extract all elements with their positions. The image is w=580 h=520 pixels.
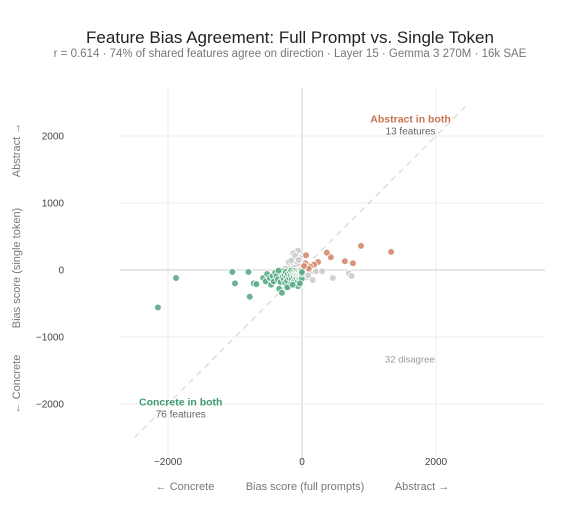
- data-point-abstract: [300, 262, 308, 270]
- data-point-concrete: [228, 268, 237, 276]
- data-point-concrete: [288, 280, 297, 289]
- data-point-abstract: [349, 259, 357, 268]
- chart-subtitle: r = 0.614 · 74% of shared features agree…: [53, 48, 527, 60]
- data-point-disagree: [347, 272, 356, 280]
- y-tick-label: −1000: [36, 333, 65, 344]
- data-point-concrete: [245, 292, 254, 301]
- y-tick-label: 2000: [42, 132, 65, 143]
- abstract-both-label: Abstract in both: [370, 114, 451, 126]
- data-point-concrete: [244, 268, 253, 276]
- data-point-concrete: [252, 280, 261, 288]
- data-point-concrete: [154, 303, 162, 312]
- x-tick-label: 0: [299, 457, 305, 468]
- y-tick-label: −2000: [36, 400, 65, 411]
- y-axis-title: Bias score (single token): [11, 208, 23, 328]
- data-point-abstract: [302, 251, 310, 260]
- y-tick-label: 1000: [42, 199, 65, 210]
- data-point-concrete: [172, 274, 180, 282]
- chart-title: Feature Bias Agreement: Full Prompt vs. …: [86, 28, 494, 47]
- concrete-both-count: 76 features: [156, 409, 206, 420]
- x-tick-label: 2000: [425, 457, 448, 468]
- data-point-concrete: [296, 279, 304, 288]
- data-point-concrete: [278, 288, 286, 297]
- concrete-both-label: Concrete in both: [139, 396, 222, 408]
- data-point-disagree: [294, 256, 303, 264]
- data-point-disagree: [329, 274, 337, 282]
- tick-labels: −2000 0 2000 −2000 −1000 0 1000 2000: [36, 132, 448, 469]
- x-tick-label: −2000: [154, 457, 183, 468]
- abstract-both-count: 13 features: [386, 127, 436, 138]
- data-point-disagree: [287, 256, 296, 265]
- y-axis-abstract-label: Abstract →: [11, 123, 23, 177]
- y-tick-label: 0: [58, 266, 64, 277]
- data-point-concrete: [231, 279, 239, 288]
- y-axis-concrete-label: ← Concrete: [11, 355, 23, 414]
- data-point-concrete: [274, 266, 283, 275]
- data-point-disagree: [308, 276, 317, 284]
- disagree-count: 32 disagree: [385, 354, 435, 365]
- x-axis-title: Bias score (full prompts): [246, 481, 365, 493]
- grid-lines: [120, 88, 545, 468]
- data-point-abstract: [387, 248, 395, 256]
- x-axis-concrete-label: ← Concrete: [156, 481, 215, 493]
- data-point-abstract: [322, 248, 331, 257]
- data-point-abstract: [357, 242, 365, 250]
- data-point-abstract: [341, 257, 349, 266]
- data-points: [154, 242, 395, 312]
- x-axis-abstract-label: Abstract →: [395, 481, 449, 493]
- data-point-disagree: [318, 267, 326, 276]
